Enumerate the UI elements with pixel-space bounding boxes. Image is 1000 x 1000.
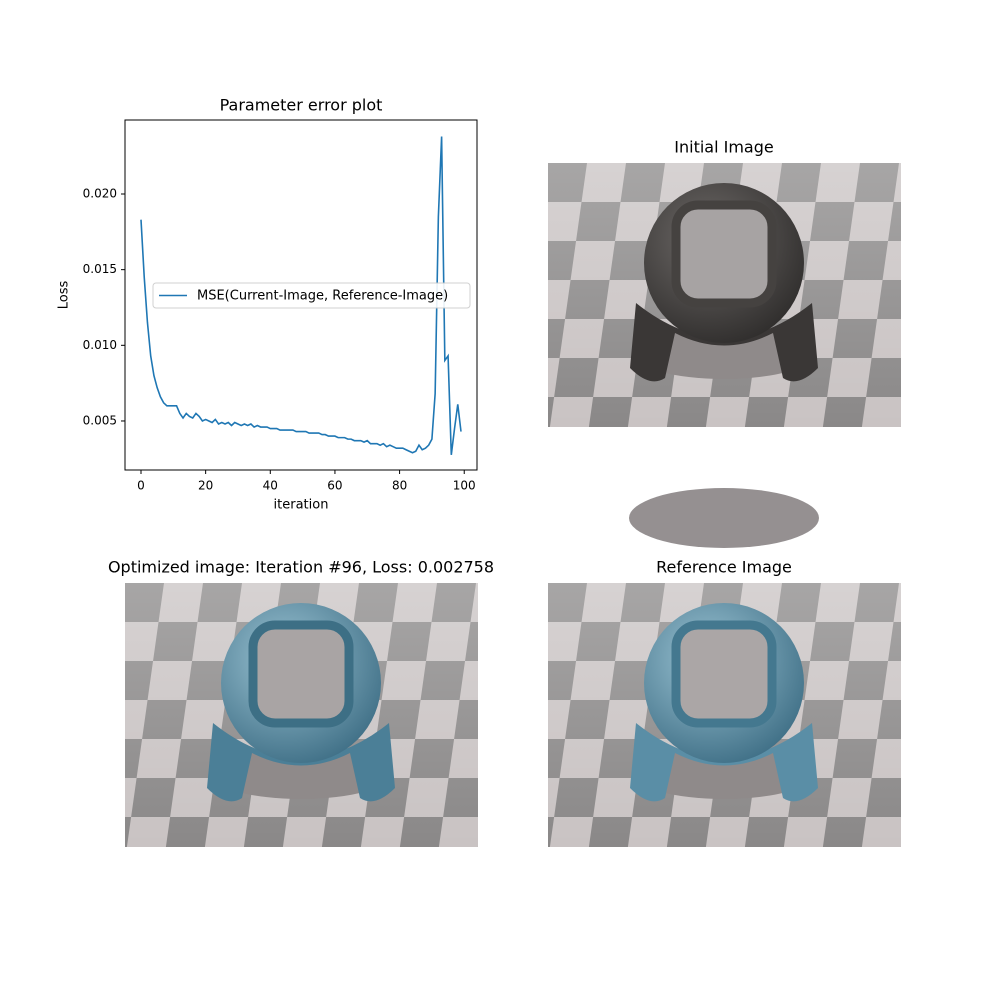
legend-box — [152, 282, 471, 309]
y-axis-label: Loss — [57, 281, 72, 310]
reference-image — [548, 583, 901, 847]
initial-image — [548, 163, 901, 548]
chart-title: Parameter error plot — [220, 96, 383, 115]
panel-title: Reference Image — [656, 558, 792, 577]
panel-title: Optimized image: Iteration #96, Loss: 0.… — [108, 558, 494, 577]
x-axis-label: iteration — [274, 498, 329, 513]
y-tick-label: 0.005 — [83, 413, 117, 427]
x-tick-label: 20 — [198, 479, 213, 493]
y-tick-label: 0.020 — [83, 186, 117, 200]
y-tick-label: 0.010 — [83, 338, 117, 352]
optimized-image — [125, 583, 478, 847]
data-line — [140, 136, 462, 455]
line-chart: Parameter error plot iteration Loss 0 20 4… — [57, 96, 478, 513]
x-tick-label: 80 — [392, 479, 407, 493]
x-tick-label: 100 — [453, 479, 476, 493]
legend-label: MSE(Current-Image, Reference-Image) — [197, 289, 448, 304]
panel-title: Initial Image — [674, 138, 773, 157]
legend: MSE(Current-Image, Reference-Image) — [152, 282, 471, 309]
x-tick-label: 40 — [263, 479, 278, 493]
x-tick-label: 60 — [327, 479, 342, 493]
y-tick-label: 0.015 — [83, 262, 117, 276]
x-tick-label: 0 — [137, 479, 145, 493]
axes-frame — [124, 119, 478, 471]
